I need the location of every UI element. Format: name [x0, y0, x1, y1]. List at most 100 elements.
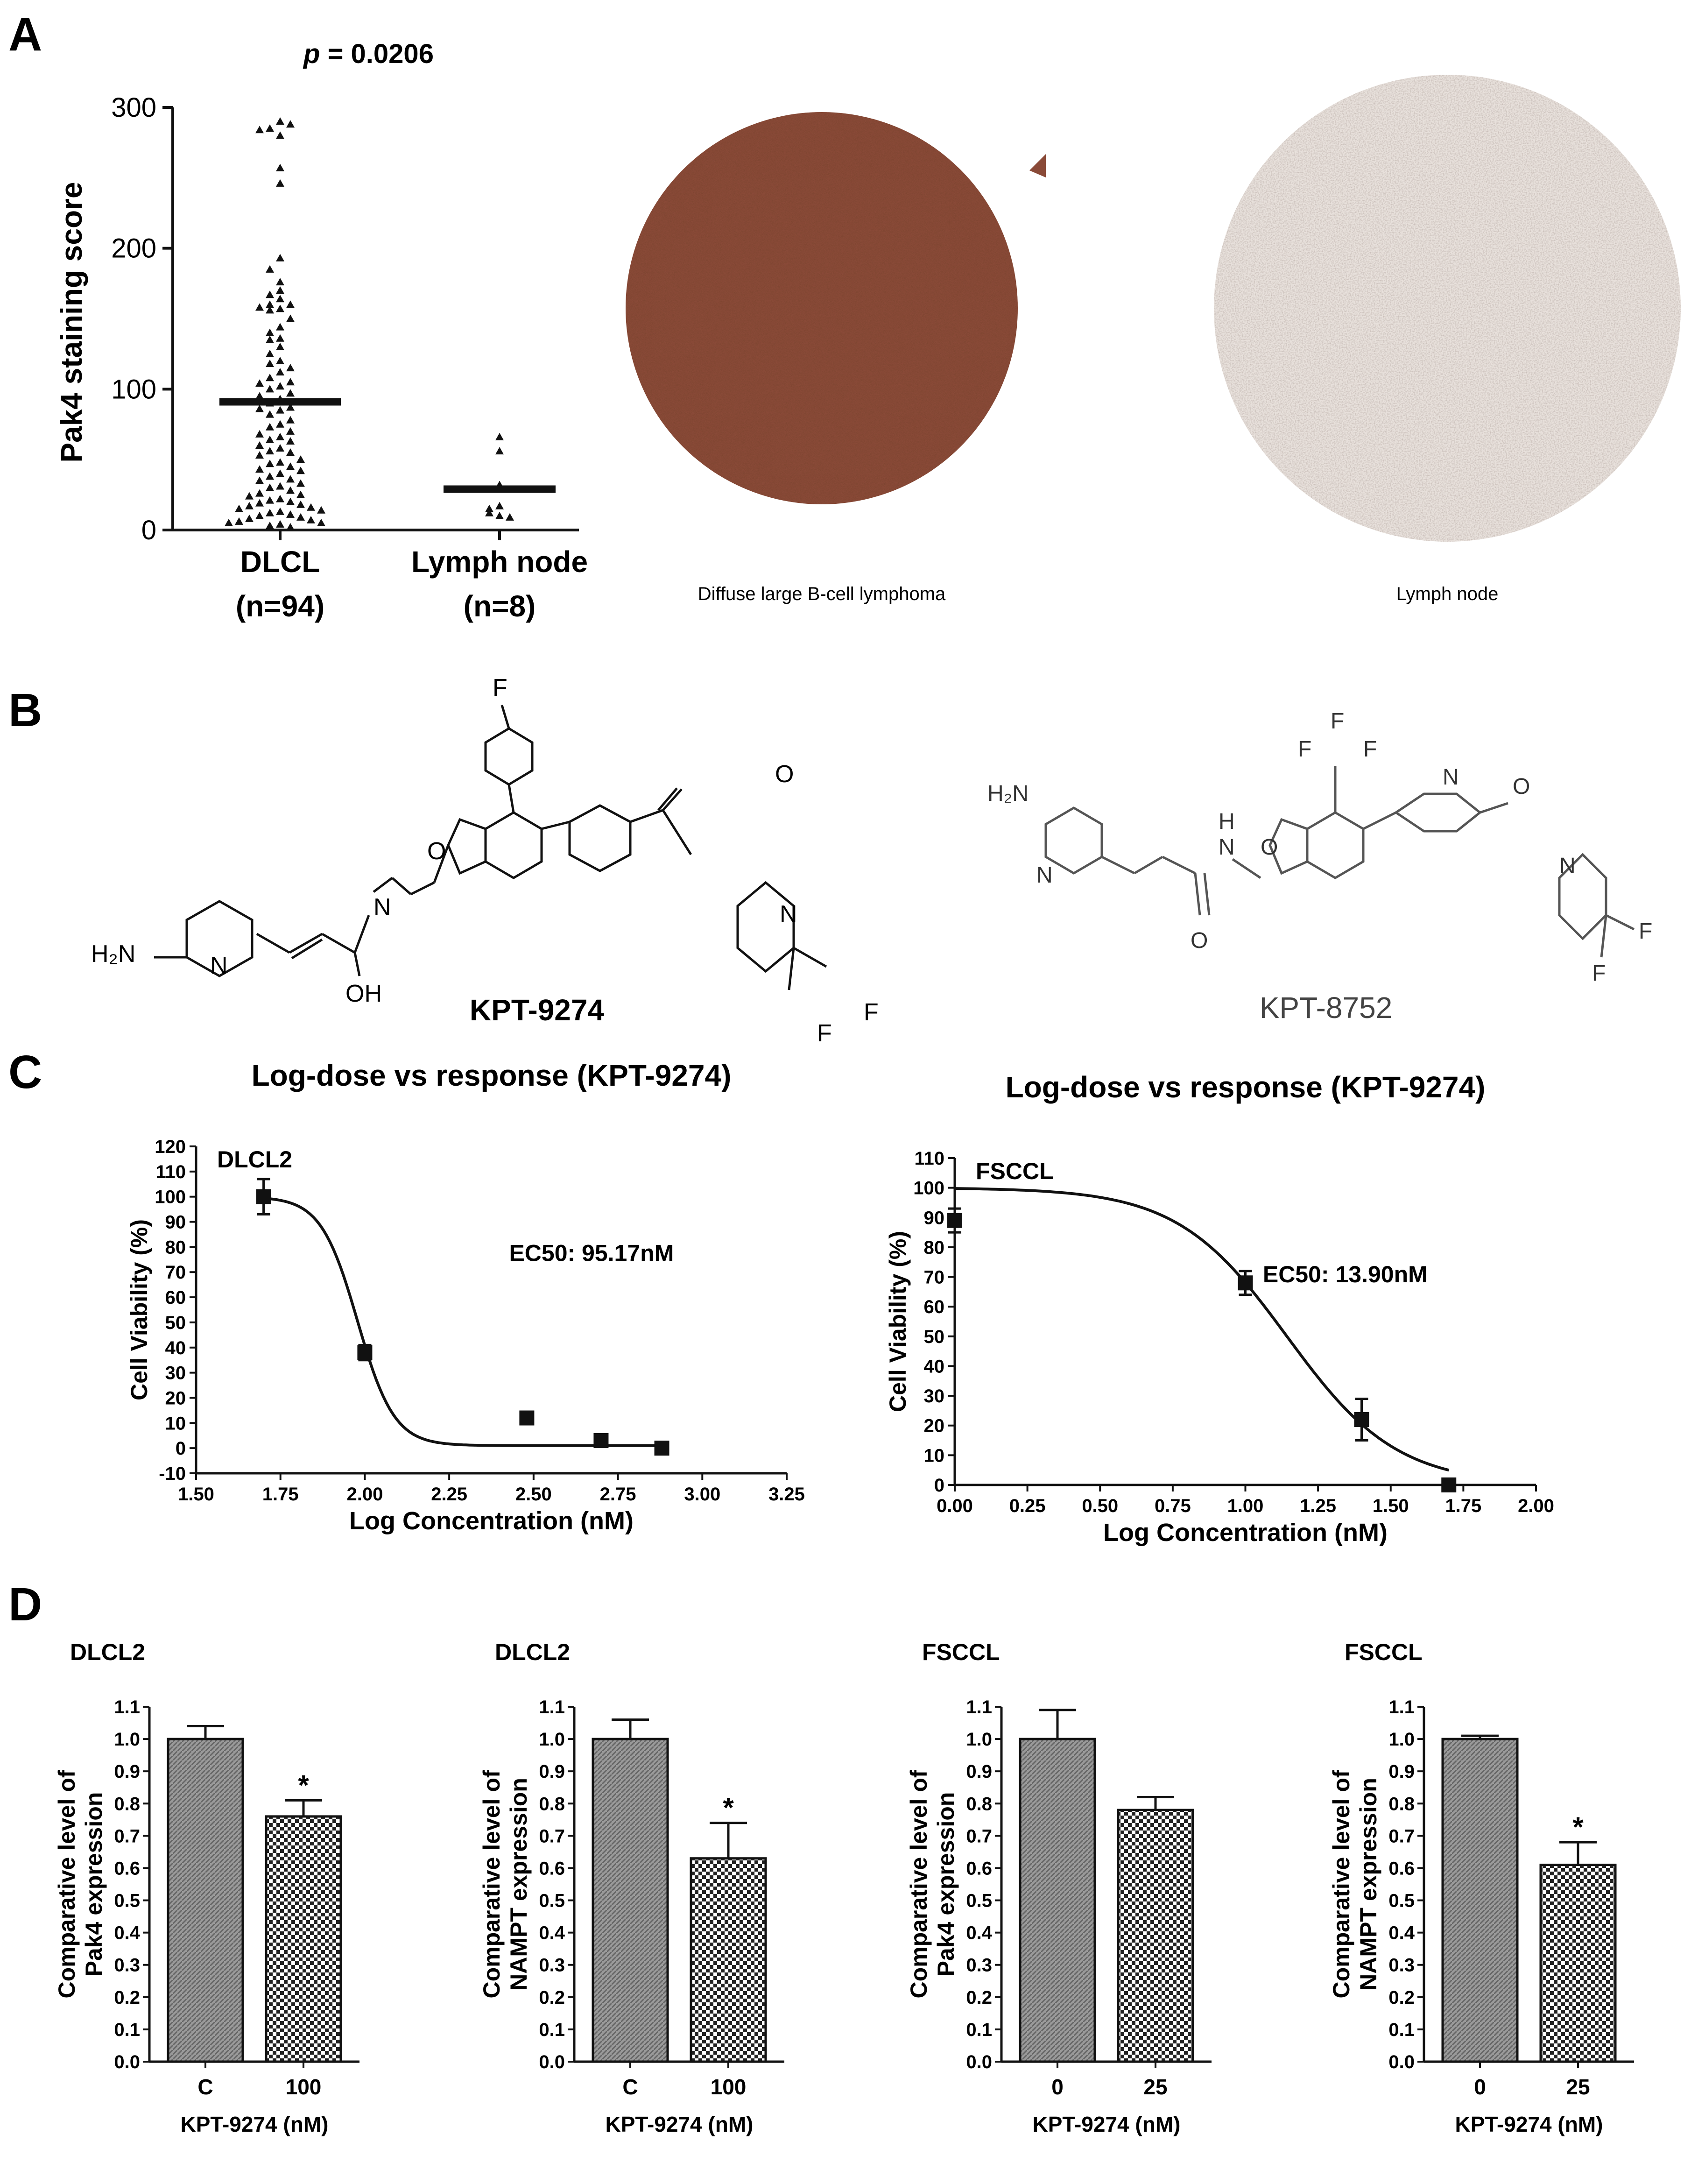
data-point — [256, 1189, 271, 1204]
data-point — [296, 455, 305, 463]
svg-text:O: O — [775, 761, 794, 788]
ring-aminopyridine — [185, 900, 254, 977]
svg-text:F: F — [864, 999, 879, 1026]
data-point — [1238, 1275, 1253, 1291]
y-tick-label: 0.6 — [539, 1858, 565, 1879]
y-axis-label-line: Comparative level of — [906, 1770, 932, 1998]
y-tick-label: 10 — [924, 1445, 945, 1466]
x-tick-label: 1.75 — [1445, 1496, 1481, 1516]
y-tick-label: 0.9 — [1388, 1761, 1415, 1782]
data-point — [266, 423, 274, 431]
data-point — [276, 432, 284, 440]
data-point — [276, 507, 284, 515]
ring-pyridine-b — [1394, 792, 1482, 833]
svg-text:H₂N: H₂N — [987, 781, 1029, 806]
y-tick-label: 200 — [111, 233, 156, 264]
y-tick-label: 90 — [924, 1208, 945, 1228]
data-point — [266, 265, 274, 273]
group-n-lymph-node: (n=8) — [464, 589, 536, 623]
data-point — [266, 328, 274, 336]
ring-benzofuran — [484, 811, 543, 879]
svg-text:H: H — [1219, 809, 1235, 834]
data-point — [255, 303, 264, 311]
y-tick-label: 1.1 — [1388, 1697, 1415, 1718]
data-point — [286, 389, 295, 397]
svg-text:O: O — [427, 838, 446, 865]
bar — [1019, 1738, 1096, 2063]
y-tick-label: 10 — [165, 1413, 186, 1434]
data-point — [266, 335, 274, 343]
data-point — [286, 437, 295, 445]
data-point — [255, 511, 264, 519]
y-tick-label: 0.5 — [1388, 1891, 1415, 1911]
y-tick-label: 30 — [165, 1363, 186, 1384]
x-tick-label: 2.00 — [346, 1484, 383, 1505]
x-tick-label: 1.25 — [1300, 1496, 1336, 1516]
chart-title: FSCCL — [1345, 1639, 1423, 1665]
ring-phenyl — [568, 804, 632, 872]
data-point — [286, 364, 295, 372]
y-axis-label: Comparative level ofNAMPT expression — [1328, 1770, 1381, 1998]
x-tick-label: 0.25 — [1009, 1496, 1046, 1516]
data-point — [255, 392, 264, 400]
compound-name-kpt-9274: KPT-9274 — [470, 993, 605, 1027]
svg-text:O: O — [1191, 928, 1208, 953]
bar — [265, 1815, 342, 2063]
y-tick-label: 0.3 — [966, 1955, 992, 1976]
y-tick-label: 0.6 — [114, 1858, 140, 1879]
data-point — [235, 504, 243, 512]
ihc-image-dlcl — [626, 112, 1046, 504]
y-axis-label-line: NAMPT expression — [1355, 1778, 1381, 1991]
y-tick-label: 0.9 — [114, 1761, 140, 1782]
svg-text:F: F — [1592, 961, 1606, 986]
bar — [690, 1857, 767, 2063]
y-axis-label: Cell Viability (%) — [885, 1231, 911, 1412]
y-axis-label: Comparative level ofPak4 expression — [54, 1770, 107, 1998]
y-tick-label: 0.8 — [539, 1794, 565, 1814]
y-tick-label: 50 — [165, 1313, 186, 1333]
data-point — [276, 368, 284, 376]
y-tick-label: 0.9 — [966, 1761, 992, 1782]
y-tick-label: 40 — [924, 1356, 945, 1377]
data-point — [296, 490, 305, 498]
x-tick-label: 3.00 — [684, 1484, 720, 1505]
svg-text:O: O — [1513, 774, 1530, 799]
chart-title: DLCL2 — [495, 1639, 570, 1665]
svg-text:N: N — [210, 952, 228, 979]
data-point — [276, 520, 284, 528]
data-point — [276, 458, 284, 466]
data-point — [255, 499, 264, 507]
dose-response-chart-fsccl: Log-dose vs response (KPT-9274) FSCCL 110 1… — [885, 1070, 1554, 1547]
structure-kpt-8752 — [1044, 766, 1635, 958]
svg-text:N: N — [1443, 765, 1459, 790]
panel-label-c: C — [8, 1046, 42, 1098]
ec50-annotation: EC50: 95.17nM — [509, 1240, 674, 1266]
y-tick-label: 0 — [176, 1438, 186, 1459]
y-tick-label: 0.2 — [539, 1987, 565, 2008]
bar — [1441, 1738, 1519, 2063]
ihc-caption-lymph-node: Lymph node — [1396, 584, 1499, 604]
y-tick-label: 1.0 — [1388, 1729, 1415, 1750]
y-tick-label: 110 — [914, 1148, 944, 1169]
x-tick-label: 100 — [711, 2075, 747, 2099]
fit-curve — [263, 1196, 662, 1447]
panel-a-points — [219, 117, 556, 530]
svg-text:F: F — [493, 674, 507, 701]
bar — [592, 1738, 669, 2063]
y-tick-label: 0.2 — [966, 1987, 992, 2008]
y-tick-label: 0.4 — [114, 1923, 140, 1944]
y-tick-label: 0.3 — [539, 1955, 565, 1976]
svg-text:N: N — [1036, 863, 1053, 888]
data-point — [266, 349, 274, 357]
chart-subtitle: FSCCL — [976, 1158, 1054, 1184]
svg-text:OH: OH — [345, 980, 382, 1007]
y-tick-label: 0.6 — [1388, 1858, 1415, 1879]
data-point — [485, 504, 493, 512]
data-point — [286, 497, 295, 505]
data-point — [495, 447, 504, 455]
data-point — [296, 479, 305, 487]
data-point — [276, 495, 284, 502]
y-tick-label: 0.2 — [114, 1987, 140, 2008]
group-label-dlcl: DLCL — [240, 545, 320, 579]
